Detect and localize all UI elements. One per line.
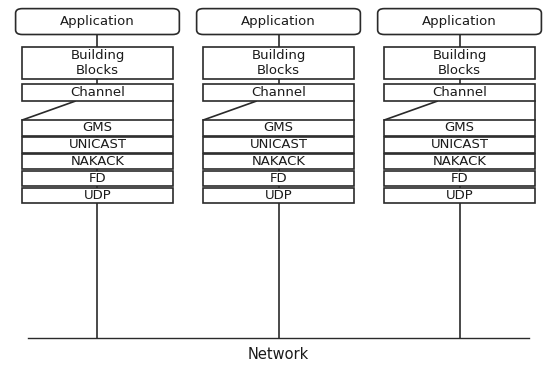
Text: Application: Application: [60, 15, 135, 28]
Text: FD: FD: [270, 172, 287, 185]
Text: GMS: GMS: [444, 122, 475, 134]
FancyBboxPatch shape: [384, 154, 535, 170]
Text: FD: FD: [451, 172, 468, 185]
FancyBboxPatch shape: [203, 171, 354, 186]
Text: Building
Blocks: Building Blocks: [432, 49, 487, 77]
Text: NAKACK: NAKACK: [433, 155, 486, 168]
FancyBboxPatch shape: [203, 84, 354, 101]
FancyBboxPatch shape: [384, 171, 535, 186]
Text: UNICAST: UNICAST: [250, 138, 307, 151]
Text: UDP: UDP: [265, 189, 292, 202]
FancyBboxPatch shape: [378, 9, 541, 34]
Text: Channel: Channel: [432, 86, 487, 99]
FancyBboxPatch shape: [203, 154, 354, 170]
Text: Network: Network: [248, 347, 309, 362]
FancyBboxPatch shape: [22, 137, 173, 153]
Text: NAKACK: NAKACK: [71, 155, 124, 168]
FancyBboxPatch shape: [22, 120, 173, 136]
FancyBboxPatch shape: [384, 188, 535, 203]
FancyBboxPatch shape: [22, 154, 173, 170]
Text: GMS: GMS: [82, 122, 113, 134]
Text: FD: FD: [89, 172, 106, 185]
FancyBboxPatch shape: [22, 171, 173, 186]
FancyBboxPatch shape: [22, 84, 173, 101]
Text: UDP: UDP: [84, 189, 111, 202]
FancyBboxPatch shape: [203, 47, 354, 79]
Text: UNICAST: UNICAST: [69, 138, 126, 151]
Text: GMS: GMS: [263, 122, 294, 134]
FancyBboxPatch shape: [203, 137, 354, 153]
Text: UDP: UDP: [446, 189, 473, 202]
FancyBboxPatch shape: [197, 9, 360, 34]
Text: UNICAST: UNICAST: [431, 138, 488, 151]
FancyBboxPatch shape: [384, 47, 535, 79]
Text: Application: Application: [241, 15, 316, 28]
Text: NAKACK: NAKACK: [252, 155, 305, 168]
Text: Building
Blocks: Building Blocks: [70, 49, 125, 77]
FancyBboxPatch shape: [203, 120, 354, 136]
Text: Channel: Channel: [70, 86, 125, 99]
FancyBboxPatch shape: [22, 47, 173, 79]
Text: Application: Application: [422, 15, 497, 28]
FancyBboxPatch shape: [22, 188, 173, 203]
FancyBboxPatch shape: [384, 84, 535, 101]
Text: Channel: Channel: [251, 86, 306, 99]
FancyBboxPatch shape: [384, 137, 535, 153]
FancyBboxPatch shape: [16, 9, 179, 34]
Text: Building
Blocks: Building Blocks: [251, 49, 306, 77]
FancyBboxPatch shape: [203, 188, 354, 203]
FancyBboxPatch shape: [384, 120, 535, 136]
